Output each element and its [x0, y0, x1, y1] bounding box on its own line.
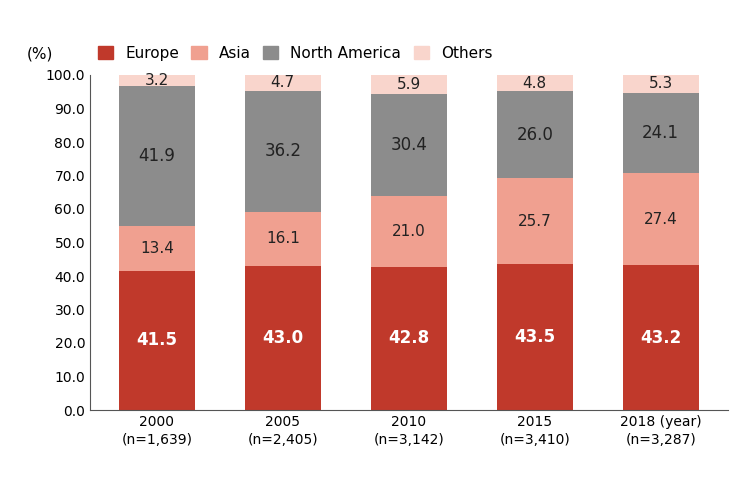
Bar — [497, 75, 572, 91]
Bar — [119, 75, 194, 86]
Text: 43.5: 43.5 — [514, 328, 555, 346]
Text: 13.4: 13.4 — [140, 241, 174, 256]
Bar — [245, 75, 320, 90]
Text: 41.9: 41.9 — [138, 147, 176, 165]
Legend: Europe, Asia, North America, Others: Europe, Asia, North America, Others — [98, 46, 493, 60]
Text: 25.7: 25.7 — [518, 214, 551, 228]
Bar — [623, 75, 698, 93]
Bar — [371, 266, 446, 410]
Bar — [119, 86, 194, 226]
Text: 36.2: 36.2 — [264, 142, 302, 160]
Bar — [245, 266, 320, 410]
Text: 24.1: 24.1 — [642, 124, 680, 142]
Bar — [623, 174, 698, 266]
Bar — [119, 271, 194, 410]
Text: 42.8: 42.8 — [388, 330, 429, 347]
Text: 16.1: 16.1 — [266, 232, 300, 246]
Bar — [245, 90, 320, 212]
Text: 21.0: 21.0 — [392, 224, 426, 239]
Bar — [497, 264, 572, 410]
Bar — [119, 226, 194, 271]
Bar — [371, 74, 446, 94]
Text: 5.3: 5.3 — [649, 76, 673, 92]
Bar — [497, 91, 572, 178]
Text: 4.7: 4.7 — [271, 76, 295, 90]
Text: 30.4: 30.4 — [390, 136, 427, 154]
Text: 43.2: 43.2 — [640, 328, 681, 346]
Text: 43.0: 43.0 — [262, 329, 303, 347]
Bar — [623, 93, 698, 174]
Text: 41.5: 41.5 — [136, 332, 177, 349]
Bar — [497, 178, 572, 264]
Text: 5.9: 5.9 — [397, 77, 421, 92]
Text: (%): (%) — [26, 46, 53, 62]
Bar — [623, 266, 698, 410]
Bar — [371, 94, 446, 196]
Bar — [371, 196, 446, 266]
Text: 4.8: 4.8 — [523, 76, 547, 90]
Text: 27.4: 27.4 — [644, 212, 677, 227]
Text: 26.0: 26.0 — [516, 126, 554, 144]
Text: 3.2: 3.2 — [145, 73, 169, 88]
Bar — [245, 212, 320, 266]
